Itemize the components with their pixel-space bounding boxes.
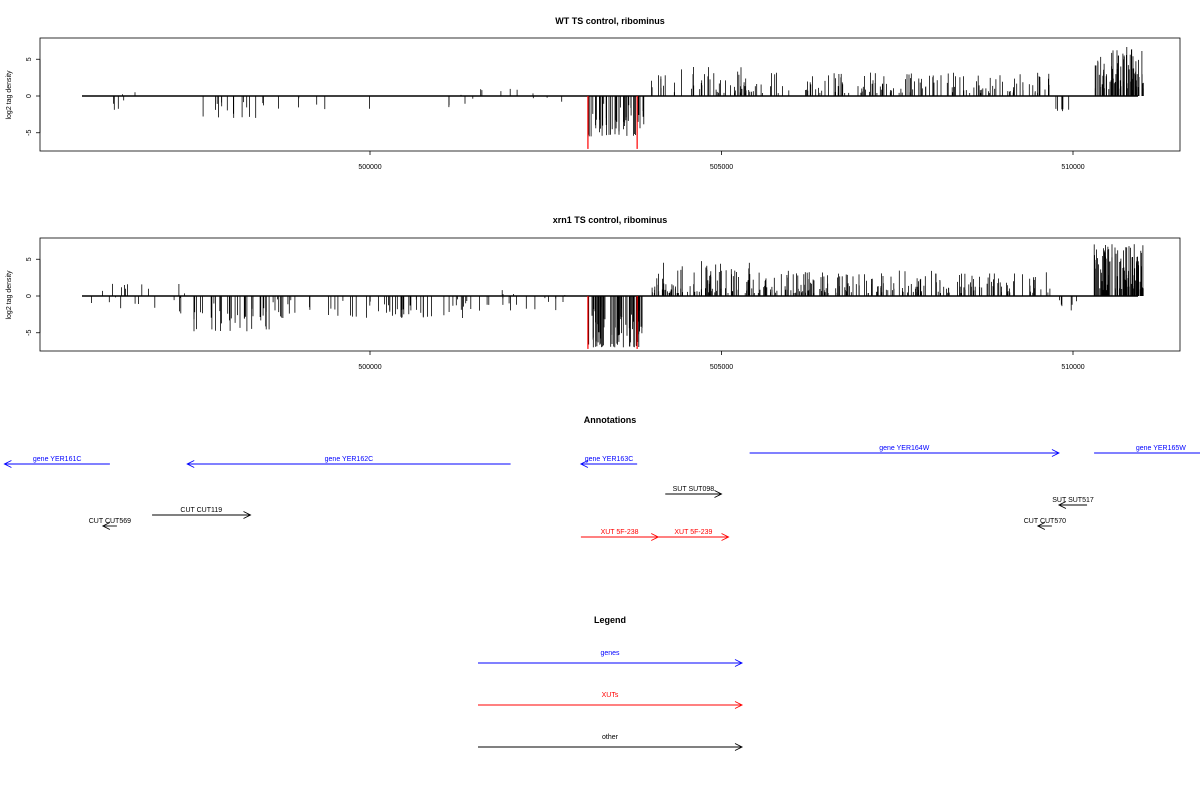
legend: Legend genes XUTs other [478,615,744,751]
annotation-label: CUT CUT119 [180,507,222,514]
x-tick-label: 500000 [358,364,381,371]
annotation-label: SUT SUT517 [1052,497,1094,504]
x-tick-label: 505000 [710,364,733,371]
x-axis: 500000 505000 510000 [358,351,1085,371]
annotation-arrow [152,511,252,519]
annotation-arrow [665,490,723,498]
legend-title: Legend [594,615,626,625]
legend-label: other [602,734,619,741]
annotation-features: gene YER161C gene YER162C gene YER163C gene… [3,445,1200,541]
annotation-label: XUT 5F-238 [601,529,639,536]
annotation-label: gene YER164W [879,445,929,452]
annotation-arrow [579,460,638,468]
annotation-arrow [749,449,1060,457]
y-axis: -5 0 5 [26,57,41,136]
annotation-label: gene YER163C [585,456,634,463]
annotation-track: Annotations gene YER161C gene YER162C gene… [3,415,1200,541]
legend-label: XUTs [602,692,619,699]
y-axis-label: log2 tag density [6,70,13,120]
x-axis: 500000 505000 510000 [358,151,1085,171]
annotation-label: gene YER162C [325,456,374,463]
density-bars [82,244,1144,349]
x-tick-label: 505000 [710,164,733,171]
x-tick-label: 510000 [1061,364,1084,371]
legend-label: genes [600,650,620,657]
y-tick-label: 0 [26,94,33,98]
annotation-arrow [3,460,110,468]
legend-arrow [478,743,744,751]
annotation-arrow [101,522,117,530]
annotation-label: SUT SUT098 [673,486,715,493]
annotation-label: gene YER161C [33,456,82,463]
y-tick-label: -5 [26,130,33,136]
y-axis-label: log2 tag density [6,270,13,320]
xrn1-density-panel: xrn1 TS control, ribominus -5 0 5 log2 tag… [6,215,1181,371]
panel-title: WT TS control, ribominus [555,16,665,26]
x-tick-label: 510000 [1061,164,1084,171]
plot-frame [39,237,1181,352]
legend-arrow [478,701,744,709]
density-bars [82,47,1144,149]
annotations-title: Annotations [584,415,637,425]
annotation-arrow [1057,501,1088,509]
annotation-arrow [658,533,730,541]
annotation-arrow [1036,522,1052,530]
y-tick-label: 5 [26,257,33,261]
annotation-label: gene YER165W [1136,445,1186,452]
x-tick-label: 500000 [358,164,381,171]
panel-title: xrn1 TS control, ribominus [553,215,668,225]
legend-entries: genes XUTs other [478,650,744,751]
legend-arrow [478,659,744,667]
y-tick-label: 5 [26,57,33,61]
y-tick-label: 0 [26,294,33,298]
y-tick-label: -5 [26,330,33,336]
annotation-arrow [186,460,511,468]
wt-density-panel: WT TS control, ribominus -5 0 5 log2 tag d… [6,16,1181,171]
annotation-label: CUT CUT570 [1024,518,1066,525]
y-axis: -5 0 5 [26,257,41,336]
annotation-label: CUT CUT569 [89,518,131,525]
annotation-arrow [1094,452,1200,454]
annotation-label: XUT 5F-239 [674,529,712,536]
